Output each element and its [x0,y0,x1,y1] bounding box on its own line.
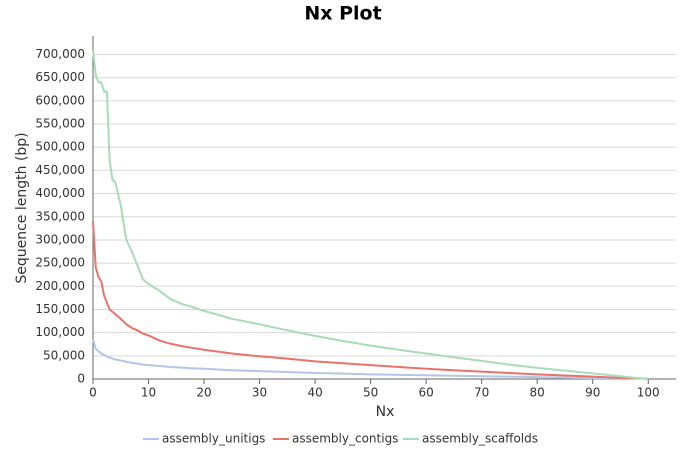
y-tick-label: 50,000 [43,348,85,362]
legend-label: assembly_scaffolds [422,432,538,446]
y-tick-label: 700,000 [35,47,85,61]
y-axis-title: Sequence length (bp) [14,132,30,283]
series-line [92,49,649,380]
x-axis-title: Nx [376,404,395,420]
x-tick-label: 60 [419,386,434,400]
y-tick-label: 0 [77,372,85,386]
x-tick-label: 80 [530,386,545,400]
legend-label: assembly_contigs [292,432,398,446]
x-tick-label: 0 [89,386,97,400]
x-tick-label: 100 [637,386,660,400]
x-tick-label: 50 [363,386,378,400]
y-tick-label: 250,000 [35,256,85,270]
x-tick-label: 90 [585,386,600,400]
chart-title: Nx Plot [304,3,381,25]
series-line [92,339,649,380]
x-tick-label: 10 [141,386,156,400]
y-tick-label: 450,000 [35,163,85,177]
y-tick-label: 650,000 [35,70,85,84]
x-tick-label: 40 [307,386,322,400]
y-tick-label: 400,000 [35,186,85,200]
y-tick-label: 100,000 [35,325,85,339]
y-tick-label: 500,000 [35,140,85,154]
y-tick-label: 600,000 [35,93,85,107]
y-tick-label: 350,000 [35,209,85,223]
y-tick-label: 150,000 [35,302,85,316]
legend-label: assembly_unitigs [162,432,265,446]
x-tick-label: 20 [196,386,211,400]
series-line [92,221,649,380]
y-tick-label: 300,000 [35,232,85,246]
x-tick-label: 30 [252,386,267,400]
x-tick-label: 70 [474,386,489,400]
y-tick-label: 200,000 [35,279,85,293]
y-tick-label: 550,000 [35,117,85,131]
